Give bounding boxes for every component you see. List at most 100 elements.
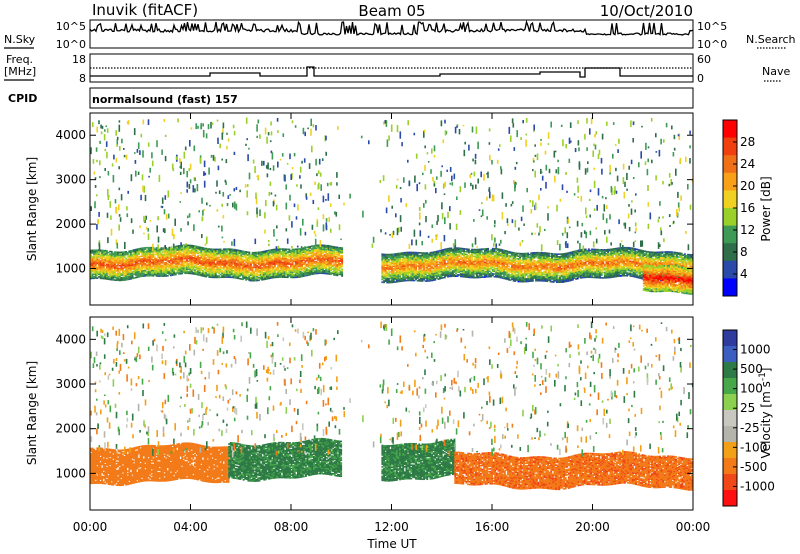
heatmap-cell <box>106 272 108 275</box>
heatmap-cell <box>165 253 168 256</box>
heatmap-cell <box>256 257 259 259</box>
heatmap-cell <box>210 249 212 252</box>
heatmap-cell <box>259 263 262 265</box>
heatmap-cell <box>419 252 422 254</box>
heatmap-cell <box>123 259 126 261</box>
heatmap-cell <box>206 264 209 266</box>
heatmap-cell <box>269 274 272 277</box>
heatmap-cell <box>173 254 176 256</box>
heatmap-cell <box>315 250 318 252</box>
heatmap-cell <box>237 260 240 262</box>
heatmap-cell <box>202 275 204 277</box>
heatmap-cell <box>168 270 171 273</box>
heatmap-cell <box>218 252 220 255</box>
heatmap-cell <box>318 256 321 259</box>
heatmap-cell <box>302 267 305 269</box>
heatmap-cell <box>102 260 105 263</box>
heatmap-cell <box>507 258 510 261</box>
heatmap-cell <box>285 265 288 268</box>
heatmap-cell <box>325 270 328 272</box>
heatmap-cell <box>301 266 304 268</box>
heatmap-cell <box>173 260 176 263</box>
heatmap-cell <box>165 255 168 257</box>
heatmap-cell <box>134 260 137 263</box>
heatmap-cell <box>512 277 515 280</box>
heatmap-cell <box>463 257 465 259</box>
heatmap-cell <box>246 274 249 276</box>
heatmap-cell <box>469 263 472 265</box>
heatmap-cell <box>206 258 209 261</box>
heatmap-cell <box>131 250 134 253</box>
heatmap-cell <box>280 273 283 276</box>
heatmap-cell <box>101 253 104 256</box>
heatmap-cell <box>520 274 523 276</box>
heatmap-cell <box>334 265 337 267</box>
heatmap-cell <box>471 275 473 278</box>
heatmap-cell <box>485 273 488 275</box>
heatmap-cell <box>125 271 128 273</box>
heatmap-cell <box>142 265 145 268</box>
heatmap-cell <box>466 276 469 279</box>
heatmap-cell <box>150 269 153 272</box>
heatmap-cell <box>339 247 342 249</box>
heatmap-cell <box>202 255 204 257</box>
heatmap-cell <box>426 274 429 277</box>
heatmap-cell <box>149 273 152 276</box>
heatmap-cell <box>456 250 459 252</box>
heatmap-cell <box>403 267 406 270</box>
heatmap-cell <box>203 252 206 255</box>
heatmap-cell <box>491 273 494 275</box>
heatmap-cell <box>413 266 416 269</box>
heatmap-cell <box>451 251 454 253</box>
heatmap-cell <box>306 249 308 251</box>
heatmap-cell <box>384 268 387 271</box>
heatmap-cell <box>154 257 156 260</box>
heatmap-cell <box>152 259 155 261</box>
heatmap-cell <box>474 264 477 267</box>
heatmap-cell <box>101 260 104 262</box>
heatmap-cell <box>90 256 92 258</box>
heatmap-cell <box>218 256 220 259</box>
heatmap-cell <box>101 252 104 254</box>
heatmap-cell <box>482 263 485 265</box>
heatmap-cell <box>434 277 437 280</box>
heatmap-cell <box>270 258 273 261</box>
heatmap-cell <box>267 252 270 255</box>
heatmap-cell <box>458 251 461 254</box>
heatmap-cell <box>213 252 216 255</box>
heatmap-cell <box>184 268 187 271</box>
heatmap-cell <box>397 274 400 276</box>
heatmap-cell <box>238 272 241 275</box>
heatmap-cell <box>259 271 262 273</box>
heatmap-cell <box>413 258 416 261</box>
heatmap-cell <box>96 254 99 257</box>
heatmap-cell <box>272 267 275 270</box>
heatmap-cell <box>173 266 176 268</box>
heatmap-cell <box>115 276 118 279</box>
heatmap-cell <box>253 251 256 254</box>
heatmap-cell <box>307 246 310 248</box>
heatmap-cell <box>466 257 469 260</box>
heatmap-cell <box>440 264 443 266</box>
heatmap-cell <box>96 252 99 254</box>
heatmap-cell <box>451 256 454 259</box>
heatmap-cell <box>301 267 304 270</box>
heatmap-cell <box>254 258 257 261</box>
heatmap-cell <box>383 266 385 269</box>
heatmap-cell <box>474 251 477 254</box>
heatmap-cell <box>192 263 195 266</box>
heatmap-cell <box>208 270 211 273</box>
heatmap-cell <box>459 260 462 263</box>
heatmap-cell <box>234 266 236 268</box>
heatmap-cell <box>326 263 329 266</box>
heatmap-cell <box>314 256 316 259</box>
heatmap-cell <box>176 248 179 250</box>
heatmap-cell <box>415 266 417 269</box>
heatmap-cell <box>461 259 464 262</box>
heatmap-cell <box>90 251 92 253</box>
heatmap-cell <box>498 271 501 273</box>
heatmap-cell <box>138 266 140 269</box>
heatmap-cell <box>336 252 339 254</box>
heatmap-cell <box>498 255 501 257</box>
heatmap-cell <box>142 260 145 263</box>
